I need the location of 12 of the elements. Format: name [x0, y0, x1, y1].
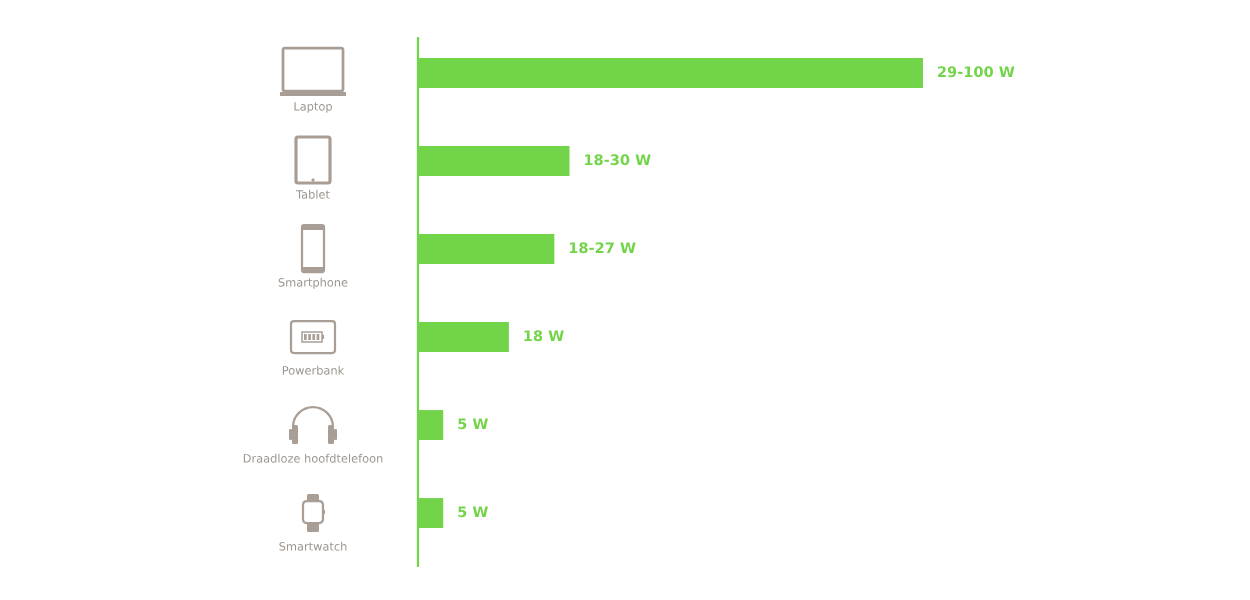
- data-label: 18-27 W: [569, 242, 636, 254]
- y-tick-label: Draadloze hoofdtelefoon: [243, 453, 383, 463]
- y-tick-label: Smartwatch: [279, 541, 347, 551]
- data-label: 5 W: [458, 418, 488, 430]
- data-label: 18-30 W: [585, 154, 651, 166]
- y-tick-label: Smartphone: [278, 277, 348, 289]
- y-tick-label: Laptop: [294, 102, 332, 113]
- data-label: 18 W: [524, 330, 564, 342]
- y-tick-label: Powerbank: [282, 365, 345, 375]
- data-label: 5 W: [458, 506, 488, 518]
- data-label: 29-100 W: [938, 66, 1015, 78]
- y-tick-label: Tablet: [296, 189, 330, 199]
